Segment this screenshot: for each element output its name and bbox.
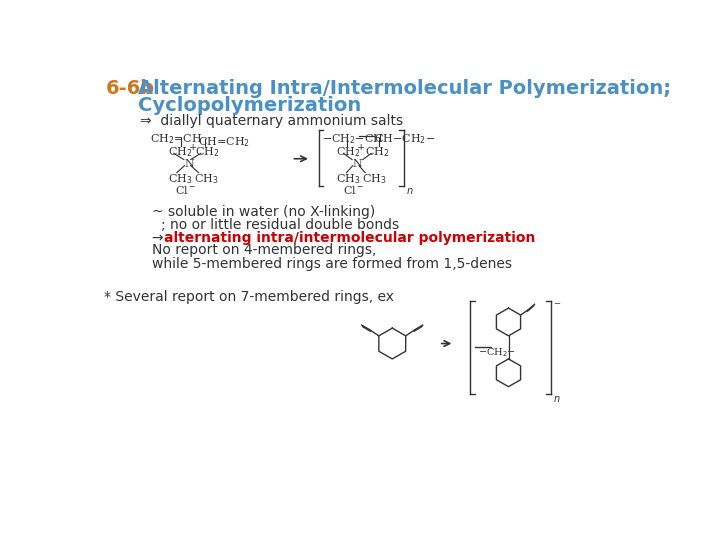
Text: $n$: $n$ — [553, 394, 560, 403]
Text: $-$CH$_2$$-$CH: $-$CH$_2$$-$CH — [323, 132, 384, 146]
Text: $-$CH$_2$$-$: $-$CH$_2$$-$ — [477, 346, 516, 359]
Text: CH$_2$: CH$_2$ — [195, 146, 220, 159]
Text: ⇒  diallyl quaternary ammonium salts: ⇒ diallyl quaternary ammonium salts — [140, 114, 403, 128]
Text: CH$_2$=CH: CH$_2$=CH — [150, 132, 203, 146]
Text: N: N — [353, 159, 362, 168]
Text: +: + — [357, 143, 366, 152]
Text: ~ soluble in water (no X-linking): ~ soluble in water (no X-linking) — [152, 205, 375, 219]
Text: No report on 4-membered rings,: No report on 4-membered rings, — [152, 244, 377, 258]
Text: N: N — [184, 159, 194, 168]
Text: Cl$^-$: Cl$^-$ — [343, 184, 365, 196]
Text: while 5-membered rings are formed from 1,5-denes: while 5-membered rings are formed from 1… — [152, 256, 512, 271]
Text: CH$_3$: CH$_3$ — [168, 172, 192, 186]
Text: CH$_3$: CH$_3$ — [336, 172, 360, 186]
Text: $-$: $-$ — [553, 298, 561, 306]
Text: alternating intra/intermolecular polymerization: alternating intra/intermolecular polymer… — [163, 231, 535, 245]
Text: $n$: $n$ — [406, 186, 414, 195]
Text: CH$_2$: CH$_2$ — [168, 146, 192, 159]
Text: Cl$^-$: Cl$^-$ — [175, 184, 197, 196]
Text: CH$_3$: CH$_3$ — [194, 172, 218, 186]
Text: Cyclopolymerization: Cyclopolymerization — [138, 96, 361, 114]
Text: CH$_2$: CH$_2$ — [336, 146, 360, 159]
Text: →: → — [152, 231, 168, 245]
Text: CH=CH$_2$: CH=CH$_2$ — [199, 135, 251, 148]
Text: CH$_2$: CH$_2$ — [365, 146, 390, 159]
Text: Alternating Intra/Intermolecular Polymerization;: Alternating Intra/Intermolecular Polymer… — [138, 79, 671, 98]
Text: +: + — [189, 143, 197, 152]
Text: ; no or little residual double bonds: ; no or little residual double bonds — [161, 218, 400, 232]
Text: CH$-$CH$_2$$-$: CH$-$CH$_2$$-$ — [374, 132, 435, 146]
Text: CH$_3$: CH$_3$ — [362, 172, 387, 186]
Text: * Several report on 7-membered rings, ex: * Several report on 7-membered rings, ex — [104, 289, 394, 303]
Text: 6-6b: 6-6b — [106, 79, 155, 98]
